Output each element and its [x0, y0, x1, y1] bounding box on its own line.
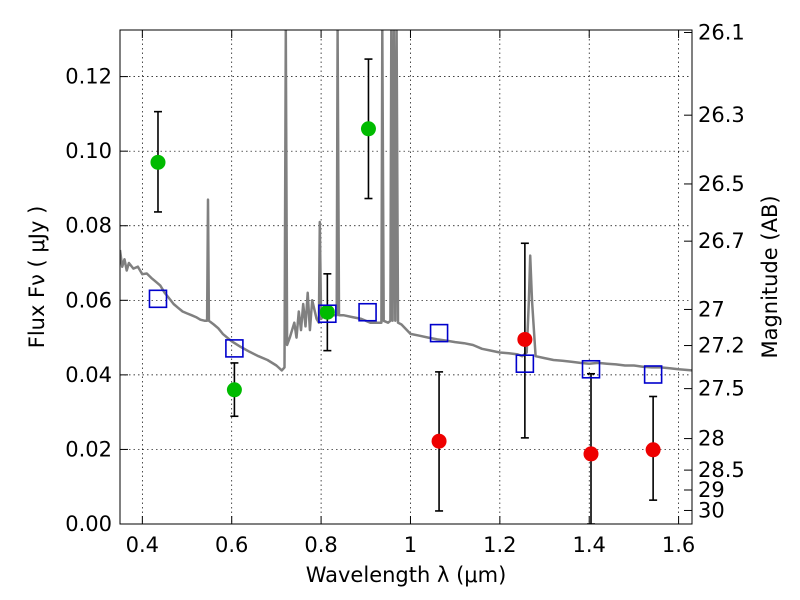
- y2-tick-label: 29: [698, 478, 725, 502]
- y2-tick-label: 28: [698, 427, 725, 451]
- observed-flux-point: [226, 382, 242, 398]
- model-spectrum-line: [120, 30, 692, 372]
- observed-flux-point: [517, 331, 533, 347]
- y2-tick-label: 27.2: [698, 334, 745, 358]
- observed-flux-point: [319, 304, 335, 320]
- axis-tick-labels: 0.4 0.6 0.8 1 1.2 1.4 1.6 0.00 0.02 0.04 0.06 0.08 0…: [65, 20, 745, 557]
- x-tick-label: 1: [404, 533, 417, 557]
- x-tick-label: 0.4: [126, 533, 159, 557]
- y2-tick-label: 28.5: [698, 458, 745, 482]
- x-tick-label: 1.6: [662, 533, 695, 557]
- x-tick-label: 1.2: [483, 533, 516, 557]
- plot-background: [120, 30, 692, 524]
- y2-tick-label: 26.3: [698, 103, 745, 127]
- y2-tick-label: 26.7: [698, 229, 745, 253]
- observed-flux-point: [645, 442, 661, 458]
- x-tick-label: 1.4: [573, 533, 606, 557]
- observed-flux-point: [583, 446, 599, 462]
- model-photometry-square: [429, 323, 449, 343]
- observed-flux-point: [360, 121, 376, 137]
- y2-axis-label: Magnitude (AB): [758, 195, 782, 358]
- model-photometry-square: [148, 289, 168, 309]
- model-photometry-square: [358, 302, 377, 322]
- y-axis-label: Flux Fν ( μJy ): [25, 206, 49, 349]
- observed-flux-point: [150, 154, 166, 170]
- y2-tick-label: 26.1: [698, 20, 745, 44]
- x-axis-label: Wavelength λ (μm): [306, 563, 507, 587]
- model-photometry-square: [225, 339, 244, 358]
- model-photometry-square: [515, 354, 535, 373]
- x-tick-label: 0.6: [215, 533, 248, 557]
- y-tick-label: 0.06: [65, 288, 112, 312]
- y-tick-label: 0.00: [65, 512, 112, 536]
- axis-ticks: [120, 30, 692, 525]
- y-tick-label: 0.12: [65, 65, 112, 89]
- model-spectrum-layer: [120, 30, 692, 372]
- y-tick-label: 0.02: [65, 437, 112, 461]
- model-photometry-square: [318, 304, 337, 324]
- model-photometry-square: [581, 359, 601, 379]
- x-tick-label: 0.8: [304, 533, 337, 557]
- y2-tick-label: 26.5: [698, 172, 745, 196]
- y2-tick-label: 27: [698, 297, 725, 321]
- y2-tick-label: 27.5: [698, 377, 745, 401]
- y2-tick-label: 30: [698, 498, 725, 522]
- observed-flux-point: [431, 433, 447, 449]
- y-tick-label: 0.10: [65, 139, 112, 163]
- plot-frame: [119, 29, 693, 525]
- marker-layer: [148, 121, 663, 462]
- model-photometry-square: [643, 365, 663, 384]
- y-tick-label: 0.08: [65, 214, 112, 238]
- y-tick-label: 0.04: [65, 363, 112, 387]
